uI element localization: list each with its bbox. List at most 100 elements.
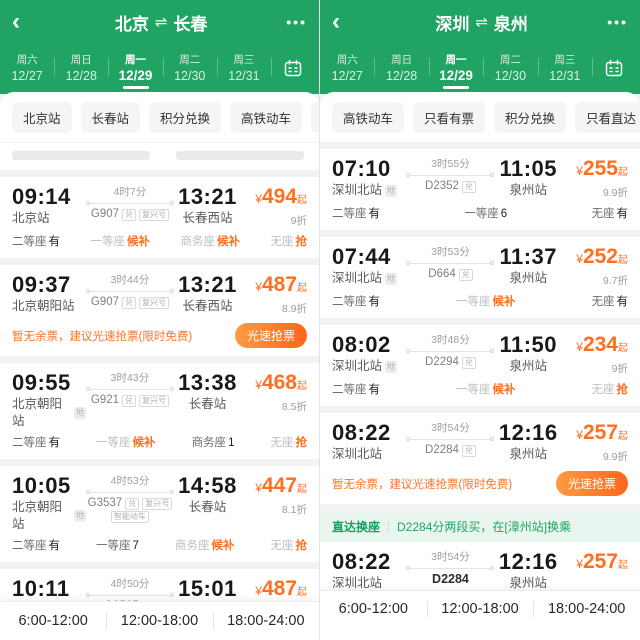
route-line <box>406 566 495 570</box>
arrive-station: 泉州站 <box>509 359 547 373</box>
seat-availability: 二等座有 <box>12 435 60 451</box>
depart-station: 深圳北站地 <box>332 183 398 197</box>
filter-chip[interactable]: 高铁动车 <box>332 102 405 133</box>
time-filter-option[interactable]: 6:00-12:00 <box>338 601 408 617</box>
swap-cities-icon[interactable]: ⇌ <box>154 14 168 31</box>
train-code: D664 兑 <box>406 267 494 282</box>
seat-status: 候补 <box>492 296 516 308</box>
seat-class-label: 一等座 <box>456 296 491 308</box>
filter-chip[interactable]: 高铁动车 <box>230 102 303 133</box>
metro-icon: 地 <box>385 184 398 197</box>
seat-row: 二等座有一等座 候补 商务座 候补 无座抢 <box>12 234 307 250</box>
calendar-button[interactable] <box>592 44 636 92</box>
filter-chip[interactable]: 长春站 <box>80 102 141 133</box>
time-filter-option[interactable]: 12:00-18:00 <box>426 598 534 620</box>
more-menu-button[interactable]: ••• <box>286 14 307 30</box>
seat-availability: 二等座有 <box>332 206 380 222</box>
discount: 8.9折 <box>281 303 307 315</box>
seat-class-label: 一等座 <box>96 437 131 449</box>
arrive-time: 13:21 <box>178 184 237 209</box>
filter-chip[interactable]: 只看有票 <box>413 102 486 133</box>
route-line <box>85 201 174 205</box>
depart-time: 09:55 <box>12 370 71 395</box>
filter-chip[interactable]: 只看有票 <box>311 102 319 133</box>
train-row[interactable]: 08:22 深圳北站 3时54分 D2284 兑 12:16 泉州站 ¥257起 9.9折 暂无余… <box>320 413 640 504</box>
arrive-time: 13:21 <box>178 272 237 297</box>
calendar-button[interactable] <box>271 44 315 92</box>
seat-class-label: 二等座 <box>12 540 47 552</box>
filter-chip-bar: 北京站长春站积分兑换高铁动车只看有票只看直达 <box>0 92 319 142</box>
train-tag-icon: 兑 <box>122 208 136 221</box>
filter-chip[interactable]: 积分兑换 <box>494 102 567 133</box>
discount: 8.5折 <box>281 401 307 413</box>
metro-icon: 地 <box>385 272 398 285</box>
seat-class-label: 商务座 <box>191 437 227 449</box>
train-code: D2284 <box>432 572 469 586</box>
depart-time: 07:44 <box>332 244 391 269</box>
swap-cities-icon[interactable]: ⇌ <box>475 14 488 31</box>
trip-duration: 4时50分 <box>110 578 150 590</box>
seat-status: 有 <box>368 208 381 220</box>
trip-duration: 3时54分 <box>431 422 470 434</box>
date-tab-12-31[interactable]: 周三 12/31 <box>216 44 271 92</box>
filter-chip[interactable]: 北京站 <box>12 102 72 133</box>
train-list: 07:10 深圳北站地 3时55分 D2352 兑 11:05 泉州站 ¥255起 9.9折 二等… <box>320 142 640 640</box>
discount: 9.7折 <box>602 275 628 287</box>
route-line <box>406 261 495 265</box>
time-filter-option[interactable]: 12:00-18:00 <box>106 610 212 632</box>
seat-status: 抢 <box>295 437 308 449</box>
time-filter-option[interactable]: 18:00-24:00 <box>533 598 640 620</box>
seat-row: 二等座有 一等座 6 无座有 <box>332 206 628 222</box>
date-tab-12-30[interactable]: 周二 12/30 <box>162 44 217 92</box>
seat-class-label: 无座 <box>270 540 294 552</box>
seat-status: 有 <box>616 296 629 308</box>
train-row[interactable]: 10:05 北京朝阳站地 4时53分 G3537 兑复兴号 智能动车 14:58 长春站 ¥44… <box>0 466 319 562</box>
date-tab-12-29[interactable]: 周一 12/29 <box>428 44 483 92</box>
depart-time: 08:02 <box>332 332 391 357</box>
time-filter-bar: 6:00-12:00 12:00-18:00 18:00-24:00 <box>0 601 319 640</box>
date-tab-12-27[interactable]: 周六 12/27 <box>11 53 43 83</box>
speed-grab-button[interactable]: 光速抢票 <box>234 323 307 348</box>
train-row[interactable]: 09:55 北京朝阳站地 3时43分 G921 兑复兴号 13:38 长春站 ¥468起 8.5… <box>0 363 319 459</box>
arrive-station: 泉州站 <box>509 576 547 590</box>
date-tab-12-28[interactable]: 周日 12/28 <box>54 44 108 92</box>
train-row[interactable]: 09:14 北京站 4时7分 G907 兑复兴号 13:21 长春西站 ¥494起 9折 二等座有… <box>0 177 319 258</box>
filter-chip[interactable]: 积分兑换 <box>149 102 222 133</box>
back-button[interactable]: ‹ <box>332 8 340 35</box>
train-tag-icon: 兑 <box>461 180 476 193</box>
time-filter-option[interactable]: 18:00-24:00 <box>212 610 319 632</box>
trip-duration: 3时53分 <box>431 246 470 258</box>
seat-availability: 一等座 6 <box>464 206 507 222</box>
filter-chip[interactable]: 只看直达 <box>575 102 640 133</box>
depart-time: 10:11 <box>12 576 70 601</box>
train-row[interactable]: 09:37 北京朝阳站 3时44分 G907 兑复兴号 13:21 长春西站 ¥487起 8.9… <box>0 265 319 356</box>
seat-availability: 商务座 1 <box>192 435 235 451</box>
more-menu-button[interactable]: ••• <box>607 14 628 30</box>
seat-availability: 无座有 <box>592 206 629 222</box>
trip-duration: 3时44分 <box>110 274 150 286</box>
speed-grab-button[interactable]: 光速抢票 <box>555 471 628 496</box>
train-row[interactable]: 07:10 深圳北站地 3时55分 D2352 兑 11:05 泉州站 ¥255起 9.9折 二等… <box>320 149 640 230</box>
date-tab-12-31[interactable]: 周三 12/31 <box>537 44 592 92</box>
trip-duration: 3时43分 <box>110 372 150 384</box>
seat-status: 1 <box>228 437 235 449</box>
train-tag-icon: 复兴号 <box>139 296 169 309</box>
depart-time: 08:22 <box>332 420 391 445</box>
route-line <box>406 173 495 177</box>
date-tab-12-29[interactable]: 周一 12/29 <box>108 44 162 92</box>
price: ¥234起 <box>576 333 628 356</box>
back-button[interactable]: ‹ <box>12 8 20 35</box>
date-tab-12-27[interactable]: 周六 12/27 <box>331 53 363 83</box>
date-tab-12-30[interactable]: 周二 12/30 <box>483 44 537 92</box>
time-filter-option[interactable]: 6:00-12:00 <box>18 613 88 629</box>
date-tab-12-28[interactable]: 周日 12/28 <box>374 44 428 92</box>
train-row[interactable]: 07:44 深圳北站地 3时53分 D664 兑 11:37 泉州站 ¥252起 9.7折 二等座… <box>320 237 640 318</box>
train-tag-icon: 兑 <box>125 497 140 510</box>
discount: 9.9折 <box>602 187 628 199</box>
seat-availability: 二等座有 <box>332 294 380 310</box>
route-line <box>85 289 174 293</box>
arrive-station: 泉州站 <box>509 271 547 285</box>
train-row[interactable]: 08:02 深圳北站地 3时48分 D2294 兑 11:50 泉州站 ¥234起 9折 二等座有… <box>320 325 640 406</box>
trip-duration: 4时53分 <box>110 475 150 487</box>
price: ¥447起 <box>255 474 307 497</box>
